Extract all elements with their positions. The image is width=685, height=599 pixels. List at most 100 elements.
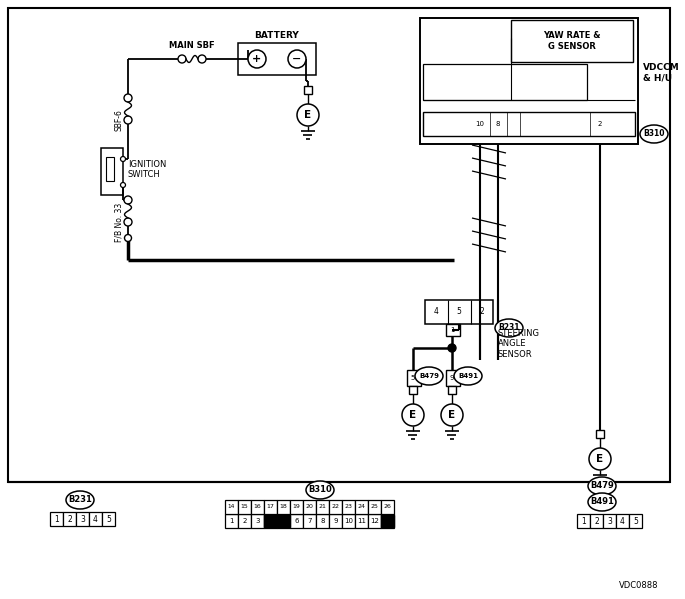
Text: 18: 18 xyxy=(279,504,288,510)
Bar xyxy=(420,18,638,144)
Ellipse shape xyxy=(66,491,94,509)
Text: E: E xyxy=(597,454,603,464)
Text: B491: B491 xyxy=(590,498,614,507)
Text: 3: 3 xyxy=(607,516,612,525)
Text: MAIN SBF: MAIN SBF xyxy=(169,41,215,50)
Bar xyxy=(407,370,421,386)
Text: 19: 19 xyxy=(292,504,301,510)
Text: 5: 5 xyxy=(457,307,462,316)
Ellipse shape xyxy=(588,493,616,511)
Bar xyxy=(264,514,277,528)
Ellipse shape xyxy=(495,319,523,337)
Bar xyxy=(577,514,590,528)
Circle shape xyxy=(402,404,424,426)
Text: 26: 26 xyxy=(384,504,391,510)
Bar xyxy=(290,514,303,528)
Text: 3: 3 xyxy=(256,518,260,524)
Bar xyxy=(225,500,238,514)
Text: IGNITION
SWITCH: IGNITION SWITCH xyxy=(128,160,166,179)
Bar xyxy=(251,514,264,528)
Bar xyxy=(368,514,381,528)
Text: YAW RATE &
G SENSOR: YAW RATE & G SENSOR xyxy=(543,31,601,51)
Ellipse shape xyxy=(454,367,482,385)
Text: 21: 21 xyxy=(319,504,327,510)
Ellipse shape xyxy=(306,481,334,499)
Bar xyxy=(277,500,290,514)
Bar xyxy=(381,500,394,514)
Bar xyxy=(355,514,368,528)
Bar xyxy=(89,512,102,526)
Bar xyxy=(264,500,277,514)
Text: −: − xyxy=(292,54,301,64)
Text: 1: 1 xyxy=(54,515,59,524)
Text: B479: B479 xyxy=(590,482,614,491)
Text: 10: 10 xyxy=(344,518,353,524)
Bar xyxy=(511,20,633,62)
Bar xyxy=(381,514,394,528)
Bar xyxy=(50,512,63,526)
Bar xyxy=(329,500,342,514)
Ellipse shape xyxy=(588,477,616,495)
Circle shape xyxy=(124,116,132,124)
Bar xyxy=(277,514,290,528)
Text: B231: B231 xyxy=(68,495,92,504)
Text: E: E xyxy=(410,410,416,420)
Text: 5: 5 xyxy=(411,375,415,381)
Bar xyxy=(423,64,587,100)
Text: E: E xyxy=(449,410,456,420)
Text: 4: 4 xyxy=(269,518,273,524)
Text: 2: 2 xyxy=(598,121,602,127)
Text: 1: 1 xyxy=(581,516,586,525)
Circle shape xyxy=(125,234,132,241)
Text: 14: 14 xyxy=(228,504,235,510)
Text: B310: B310 xyxy=(643,129,664,138)
Text: 4: 4 xyxy=(434,307,438,316)
Text: 8: 8 xyxy=(321,518,325,524)
Ellipse shape xyxy=(640,125,668,143)
Text: F/B No. 33: F/B No. 33 xyxy=(114,202,123,241)
Text: 9: 9 xyxy=(333,518,338,524)
Text: 20: 20 xyxy=(306,504,314,510)
Text: B231: B231 xyxy=(498,323,520,332)
Text: 24: 24 xyxy=(358,504,366,510)
Bar xyxy=(590,514,603,528)
Bar xyxy=(8,8,670,482)
Text: 16: 16 xyxy=(253,504,262,510)
Text: STEERING
ANGLE
SENSOR: STEERING ANGLE SENSOR xyxy=(498,329,540,359)
Bar xyxy=(448,386,456,394)
Text: B310: B310 xyxy=(308,486,332,495)
Circle shape xyxy=(448,344,456,352)
Text: 11: 11 xyxy=(357,518,366,524)
Bar xyxy=(225,514,238,528)
Bar xyxy=(251,500,264,514)
Bar xyxy=(355,500,368,514)
Ellipse shape xyxy=(415,367,443,385)
Bar xyxy=(101,148,123,195)
Bar xyxy=(264,515,277,527)
Text: 12: 12 xyxy=(370,518,379,524)
Circle shape xyxy=(198,55,206,63)
Text: 9: 9 xyxy=(450,375,454,381)
Bar xyxy=(381,515,394,527)
Bar xyxy=(423,112,635,136)
Text: 2: 2 xyxy=(67,515,72,524)
Text: +: + xyxy=(252,54,262,64)
Text: 17: 17 xyxy=(266,504,275,510)
Text: 6: 6 xyxy=(295,518,299,524)
Circle shape xyxy=(124,196,132,204)
Text: 5: 5 xyxy=(282,518,286,524)
Bar xyxy=(596,430,604,438)
Text: 7: 7 xyxy=(308,518,312,524)
Bar xyxy=(629,514,642,528)
Text: BATTERY: BATTERY xyxy=(255,32,299,41)
Text: 22: 22 xyxy=(332,504,340,510)
Text: 5: 5 xyxy=(633,516,638,525)
Bar xyxy=(409,386,417,394)
Text: 3: 3 xyxy=(80,515,85,524)
Circle shape xyxy=(124,94,132,102)
Bar xyxy=(303,514,316,528)
Text: VDC0888: VDC0888 xyxy=(619,580,658,589)
Bar xyxy=(238,500,251,514)
Bar xyxy=(63,512,76,526)
Bar xyxy=(106,157,114,181)
